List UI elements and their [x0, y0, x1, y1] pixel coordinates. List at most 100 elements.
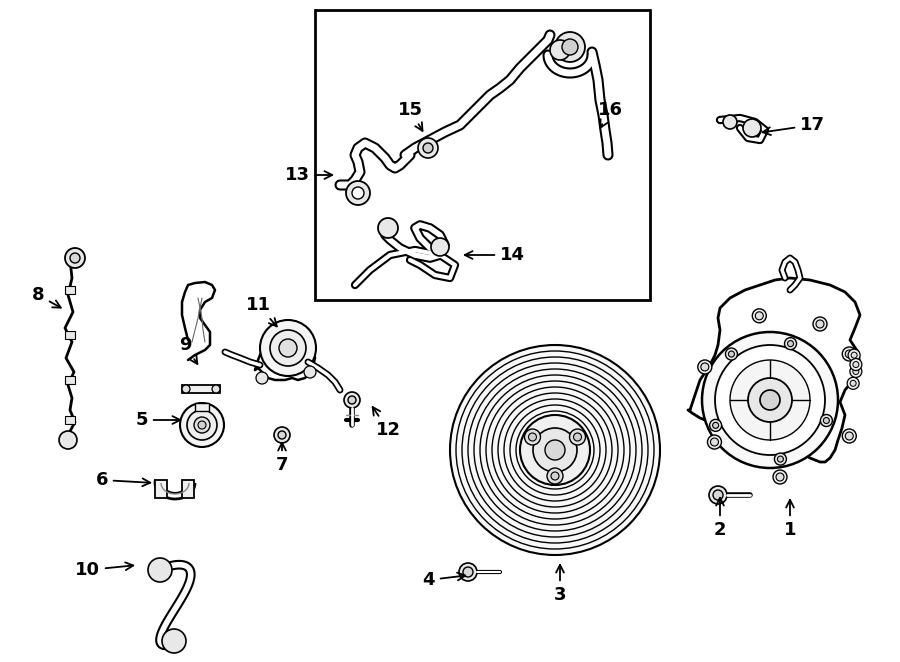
Circle shape [278, 431, 286, 439]
Circle shape [418, 138, 438, 158]
Circle shape [551, 472, 559, 480]
Circle shape [850, 359, 862, 371]
Circle shape [555, 32, 585, 62]
Circle shape [847, 377, 860, 389]
Circle shape [774, 453, 787, 465]
Circle shape [821, 414, 833, 426]
Circle shape [743, 119, 761, 137]
Text: 12: 12 [373, 407, 400, 439]
Circle shape [748, 378, 792, 422]
Bar [182, 385, 220, 393]
Circle shape [525, 429, 541, 445]
Circle shape [701, 363, 709, 371]
Circle shape [148, 558, 172, 582]
Text: 14: 14 [464, 246, 525, 264]
Circle shape [788, 341, 794, 347]
Circle shape [70, 253, 80, 263]
Circle shape [850, 381, 856, 387]
Circle shape [180, 403, 224, 447]
Circle shape [279, 339, 297, 357]
Bar [65, 416, 75, 424]
Circle shape [562, 39, 578, 55]
Circle shape [344, 392, 360, 408]
Circle shape [710, 438, 718, 446]
Circle shape [570, 429, 586, 445]
Circle shape [550, 40, 570, 60]
Circle shape [698, 360, 712, 374]
Circle shape [573, 433, 581, 441]
Circle shape [730, 360, 810, 440]
Circle shape [850, 365, 862, 377]
Circle shape [270, 330, 306, 366]
Text: 3: 3 [554, 565, 566, 604]
Text: 2: 2 [714, 498, 726, 539]
Circle shape [182, 385, 190, 393]
Circle shape [59, 431, 77, 449]
Circle shape [187, 410, 217, 440]
Circle shape [842, 347, 856, 361]
Text: 1: 1 [784, 500, 796, 539]
Bar [65, 286, 75, 294]
Circle shape [713, 422, 718, 428]
Bar [65, 376, 75, 384]
Text: 5: 5 [136, 411, 180, 429]
Text: 15: 15 [398, 101, 422, 131]
Circle shape [702, 332, 838, 468]
Circle shape [256, 372, 268, 384]
Circle shape [845, 350, 853, 358]
Circle shape [431, 238, 449, 256]
Bar [182, 480, 194, 498]
Circle shape [816, 320, 824, 328]
Circle shape [352, 187, 364, 199]
Circle shape [162, 629, 186, 653]
Circle shape [853, 369, 859, 375]
Circle shape [760, 390, 780, 410]
Circle shape [463, 567, 473, 577]
Circle shape [533, 428, 577, 472]
Circle shape [709, 486, 727, 504]
Bar [195, 403, 209, 411]
Circle shape [528, 433, 536, 441]
Circle shape [725, 348, 737, 360]
Circle shape [212, 385, 220, 393]
Text: 10: 10 [75, 561, 133, 579]
Circle shape [778, 456, 783, 462]
Circle shape [853, 361, 859, 367]
Circle shape [378, 218, 398, 238]
Circle shape [709, 419, 722, 432]
Circle shape [845, 432, 853, 440]
Circle shape [707, 435, 722, 449]
Text: 17: 17 [762, 116, 825, 135]
Circle shape [547, 468, 563, 484]
Circle shape [520, 415, 590, 485]
Text: 8: 8 [32, 286, 61, 308]
Circle shape [715, 345, 825, 455]
Circle shape [773, 470, 787, 484]
Bar [315, 10, 650, 300]
Text: 7: 7 [275, 443, 288, 474]
Text: 4: 4 [422, 571, 465, 589]
Circle shape [752, 308, 766, 323]
Circle shape [423, 143, 433, 153]
Bar [65, 331, 75, 339]
Text: 16: 16 [598, 101, 623, 128]
Circle shape [851, 352, 857, 358]
Circle shape [346, 181, 370, 205]
Circle shape [713, 490, 723, 500]
Circle shape [198, 421, 206, 429]
Text: 6: 6 [95, 471, 150, 489]
Circle shape [824, 418, 830, 424]
Circle shape [260, 320, 316, 376]
Circle shape [723, 115, 737, 129]
Circle shape [450, 345, 660, 555]
Circle shape [785, 338, 796, 350]
Circle shape [348, 396, 356, 404]
Bar [155, 480, 167, 498]
Circle shape [274, 427, 290, 443]
Circle shape [459, 563, 477, 581]
Circle shape [728, 351, 734, 357]
Circle shape [755, 312, 763, 320]
Circle shape [813, 317, 827, 331]
Circle shape [304, 366, 316, 378]
Text: 13: 13 [285, 166, 332, 184]
